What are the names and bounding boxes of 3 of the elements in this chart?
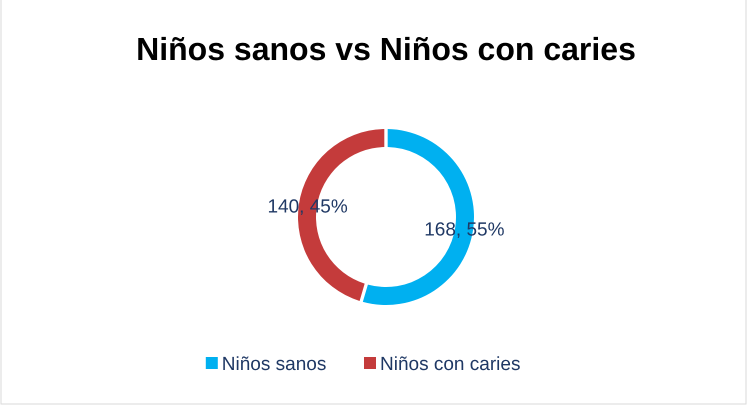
legend-label: Niños sanos <box>222 354 326 375</box>
legend-label: Niños con caries <box>380 354 520 375</box>
chart-title: Niños sanos vs Niños con caries <box>136 31 636 67</box>
